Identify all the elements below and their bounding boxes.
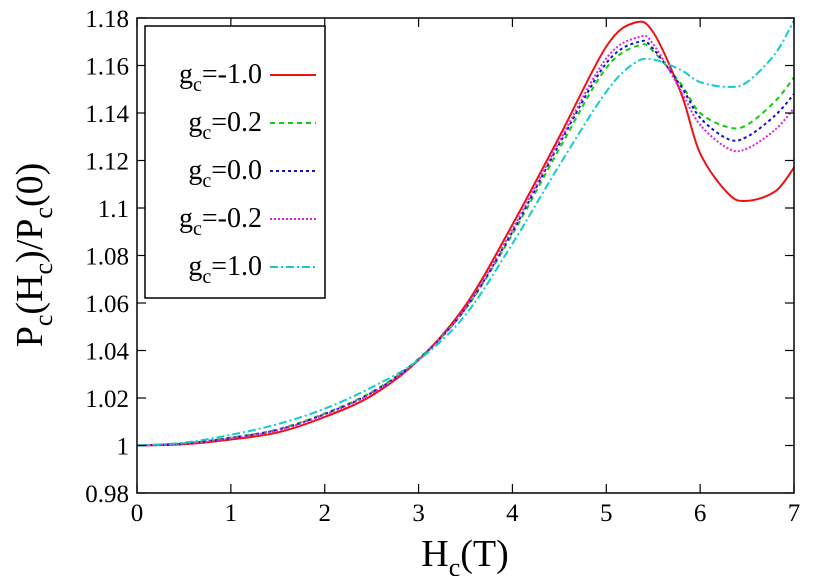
- y-tick-label: 1: [117, 434, 130, 461]
- series-line: [137, 20, 794, 447]
- legend-entries: gc=-1.0 gc=0.2 gc=0.0 gc=-0.2 gc=1.0: [179, 59, 316, 288]
- y-tick-label: 1.08: [85, 244, 129, 271]
- y-tick-label: 1.04: [85, 339, 129, 366]
- x-tick-label: 2: [318, 500, 331, 527]
- y-tick-label: 0.98: [85, 481, 129, 508]
- axis-tick-labels: 0 1 2 3 4 5 6 7 0.98 1 1.02 1.04 1.06 1.08 1.1 1.12 1.14…: [85, 6, 800, 527]
- legend-label: gc=-1.0: [179, 59, 262, 96]
- legend-box: [144, 25, 326, 299]
- legend-label: gc=0.0: [188, 155, 262, 192]
- x-tick-label: 4: [506, 500, 519, 527]
- legend-label: gc=0.2: [188, 107, 262, 144]
- x-tick-label: 5: [600, 500, 613, 527]
- y-tick-label: 1.16: [85, 54, 129, 81]
- y-tick-label: 1.06: [85, 291, 129, 318]
- y-tick-label: 1.14: [85, 101, 129, 128]
- x-tick-label: 0: [131, 500, 144, 527]
- y-tick-label: 1.02: [85, 386, 129, 413]
- x-tick-label: 7: [788, 500, 801, 527]
- x-axis-title-sub: c: [449, 553, 461, 576]
- series-line: [137, 34, 794, 447]
- series-line: [137, 39, 794, 447]
- x-tick-label: 3: [412, 500, 425, 527]
- plot-frame: [136, 17, 795, 494]
- legend: gc=-1.0 gc=0.2 gc=0.0 gc=-0.2 gc=1.0: [144, 25, 326, 299]
- x-tick-label: 1: [225, 500, 238, 527]
- legend-label: gc=-0.2: [179, 203, 262, 240]
- series-line: [137, 43, 794, 447]
- y-tick-label: 1.12: [85, 149, 129, 176]
- legend-label: gc=1.0: [188, 251, 262, 288]
- x-axis-title-tail: (T): [460, 533, 509, 575]
- y-axis-title: Pc(Hc)/Pc(0): [9, 163, 58, 348]
- y-tick-label: 1.1: [98, 196, 129, 223]
- series-line: [137, 19, 794, 447]
- chart-curves: [137, 19, 794, 447]
- y-tick-label: 1.18: [85, 6, 129, 33]
- x-axis-title-main: H: [421, 533, 448, 575]
- x-tick-label: 6: [694, 500, 707, 527]
- x-axis-title: Hc(T): [421, 533, 509, 576]
